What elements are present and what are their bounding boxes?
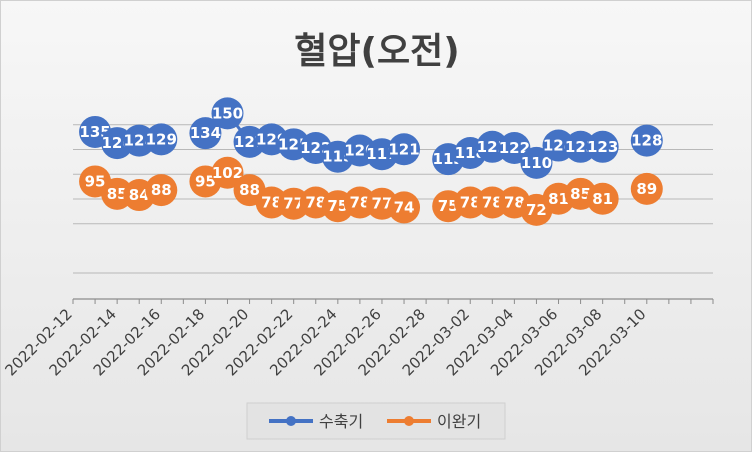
data-label: 89 [636, 180, 657, 198]
data-label: 78 [460, 193, 481, 211]
data-point [564, 130, 597, 163]
data-point [211, 156, 244, 189]
data-label: 78 [349, 193, 370, 211]
data-label: 78 [305, 193, 326, 211]
data-label: 78 [261, 193, 282, 211]
data-label: 110 [521, 154, 552, 172]
data-label: 85 [107, 185, 128, 203]
gridlines [73, 124, 713, 274]
data-point [476, 186, 509, 219]
data-point [454, 186, 487, 219]
data-label: 129 [146, 130, 177, 148]
legend-marker-systolic [286, 416, 296, 426]
data-point [211, 97, 244, 130]
data-label: 134 [190, 124, 221, 142]
data-label: 77 [372, 195, 393, 213]
data-point [145, 123, 178, 156]
data-label: 95 [195, 172, 216, 190]
data-point [145, 174, 178, 207]
data-point [520, 146, 553, 179]
data-label: 78 [504, 193, 525, 211]
x-axis: 2022-02-122022-02-142022-02-162022-02-18… [1, 298, 714, 379]
data-label: 123 [587, 138, 618, 156]
data-label: 128 [631, 132, 662, 150]
legend-item-systolic[interactable]: 수축기 [269, 412, 363, 431]
data-label: 85 [570, 185, 591, 203]
data-label: 75 [327, 197, 348, 215]
data-label: 77 [283, 195, 304, 213]
data-point [189, 117, 222, 150]
data-label: 102 [212, 164, 243, 182]
data-point [586, 182, 619, 215]
legend-marker-diastolic [404, 416, 414, 426]
data-label: 88 [239, 181, 260, 199]
legend: 수축기 이완기 [246, 402, 506, 440]
legend-label-diastolic: 이완기 [437, 412, 481, 431]
data-label: 81 [548, 190, 569, 208]
data-label: 81 [592, 190, 613, 208]
data-label: 78 [482, 193, 503, 211]
data-point [630, 172, 663, 205]
chart-title: 혈압(오전) [294, 31, 459, 72]
data-point [388, 133, 421, 166]
data-label: 75 [438, 197, 459, 215]
legend-item-diastolic[interactable]: 이완기 [387, 412, 481, 431]
data-point [388, 191, 421, 224]
data-label: 72 [526, 201, 547, 219]
data-label: 88 [151, 181, 172, 199]
data-label: 150 [212, 104, 243, 122]
data-label: 84 [129, 186, 150, 204]
data-label: 121 [388, 140, 419, 158]
data-point [586, 130, 619, 163]
data-point [630, 124, 663, 157]
data-label: 74 [394, 198, 415, 216]
data-label: 95 [85, 172, 106, 190]
data-label: 122 [499, 139, 530, 157]
legend-label-systolic: 수축기 [319, 412, 363, 431]
